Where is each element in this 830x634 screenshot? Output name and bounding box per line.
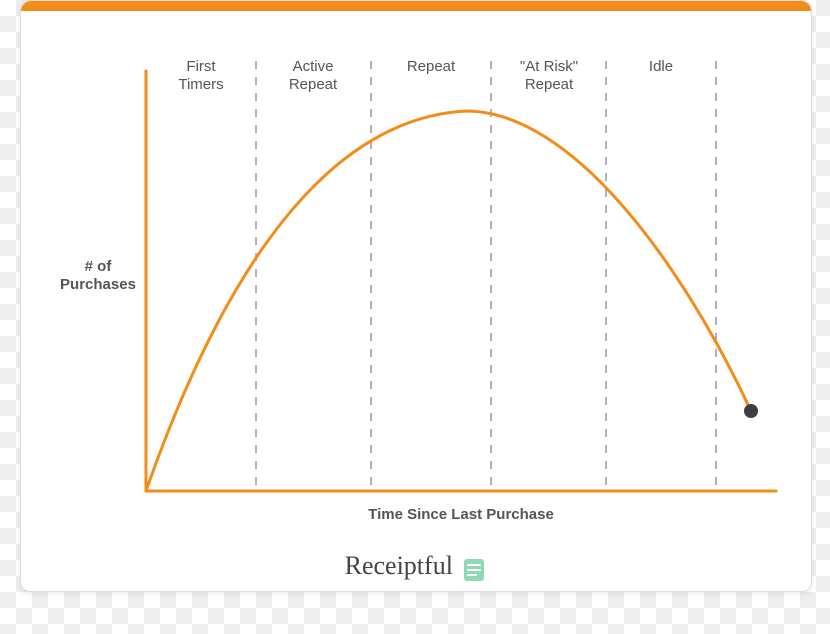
segment-label: Repeat (289, 76, 338, 93)
chart-area: FirstTimersActiveRepeatRepeat"At Risk"Re… (51, 31, 781, 531)
segment-label: "At Risk" (520, 58, 578, 75)
segment-label: Timers (178, 76, 223, 93)
brand-footer: Receiptful (21, 551, 811, 583)
segment-label: Idle (649, 58, 673, 75)
chart-card: FirstTimersActiveRepeatRepeat"At Risk"Re… (20, 0, 812, 592)
curve-end-dot (744, 404, 758, 418)
y-axis-label: Purchases (60, 276, 136, 293)
segment-label: Active (293, 58, 334, 75)
segment-label: Repeat (525, 76, 574, 93)
chart-svg: FirstTimersActiveRepeatRepeat"At Risk"Re… (51, 31, 781, 531)
receipt-icon (461, 557, 487, 583)
segment-label: Repeat (407, 58, 456, 75)
purchase-curve (146, 111, 751, 491)
transparency-background: FirstTimersActiveRepeatRepeat"At Risk"Re… (0, 0, 830, 634)
x-axis-label: Time Since Last Purchase (368, 506, 554, 523)
brand-text: Receiptful (345, 551, 453, 580)
segment-label: First (186, 58, 216, 75)
y-axis-label: # of (85, 258, 113, 275)
card-top-accent (21, 1, 811, 11)
